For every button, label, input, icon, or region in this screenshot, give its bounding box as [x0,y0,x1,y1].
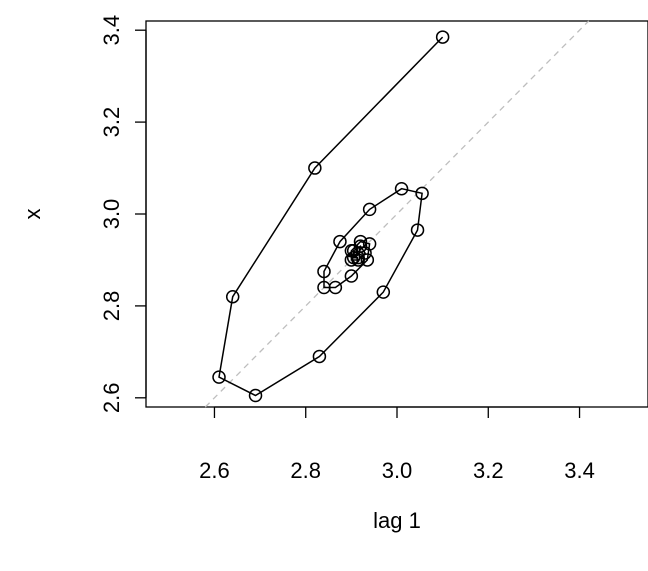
y-tick-label: 2.6 [99,383,124,414]
reference-diagonal [204,20,590,408]
data-point [212,370,226,384]
x-axis-title: lag 1 [373,508,421,533]
data-point [225,289,240,304]
x-tick-label: 3.2 [473,458,504,483]
x-tick-label: 2.6 [199,458,230,483]
data-point [435,30,450,44]
data-point [312,349,327,364]
data-point [308,161,322,175]
identity-line [204,20,590,408]
data-point [351,250,365,265]
data-point [333,234,347,249]
series-line [218,36,444,397]
data-point [346,244,361,258]
x-tick-label: 3.0 [382,458,413,483]
plot-frame [145,20,648,408]
y-tick-label: 2.8 [99,291,124,322]
data-point [415,186,429,201]
data-point [317,264,331,279]
y-axis-title: x [20,209,45,220]
data-point [360,253,375,267]
y-axis: 2.6 2.8 3.0 3.2 3.4 [99,15,147,414]
data-point [362,202,377,217]
y-tick-label: 3.2 [99,107,124,138]
data-point [353,234,368,249]
x-tick-label: 3.4 [564,458,595,483]
data-point [344,253,359,267]
data-point [376,285,391,299]
y-tick-label: 3.4 [99,15,124,46]
data-point [344,269,359,283]
data-point [346,250,361,265]
data-point [248,388,263,403]
series-layer [212,30,450,403]
data-point [394,181,409,196]
data-point [410,223,425,237]
y-tick-label: 3.0 [99,199,124,230]
data-point [328,280,343,295]
x-tick-label: 2.8 [290,458,321,483]
x-axis: 2.6 2.8 3.0 3.2 3.4 [199,406,595,483]
